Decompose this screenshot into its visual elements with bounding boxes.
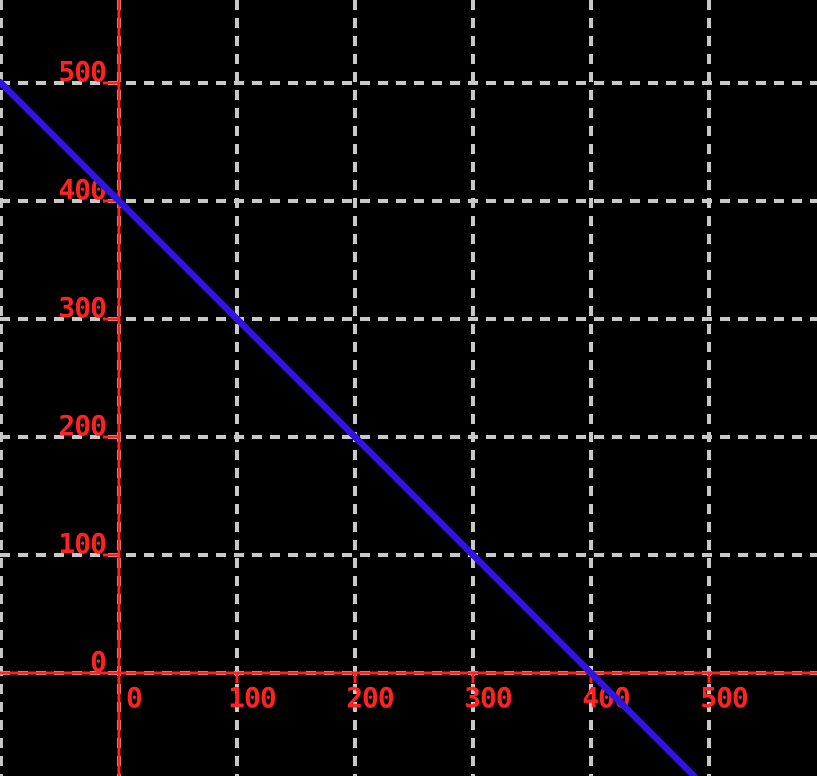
x-tick-label: 300 — [464, 681, 512, 714]
y-tick-label: 0 — [90, 645, 106, 678]
y-tick-label: 300 — [58, 291, 106, 324]
y-tick-label: 500 — [58, 55, 106, 88]
x-tick-label: 200 — [346, 681, 394, 714]
x-tick-label: 100 — [228, 681, 276, 714]
y-tick-label: 100 — [58, 527, 106, 560]
y-tick-label: 200 — [58, 409, 106, 442]
data-line — [0, 78, 698, 776]
x-tick-label: 0 — [126, 681, 142, 714]
x-tick-label: 500 — [700, 681, 748, 714]
